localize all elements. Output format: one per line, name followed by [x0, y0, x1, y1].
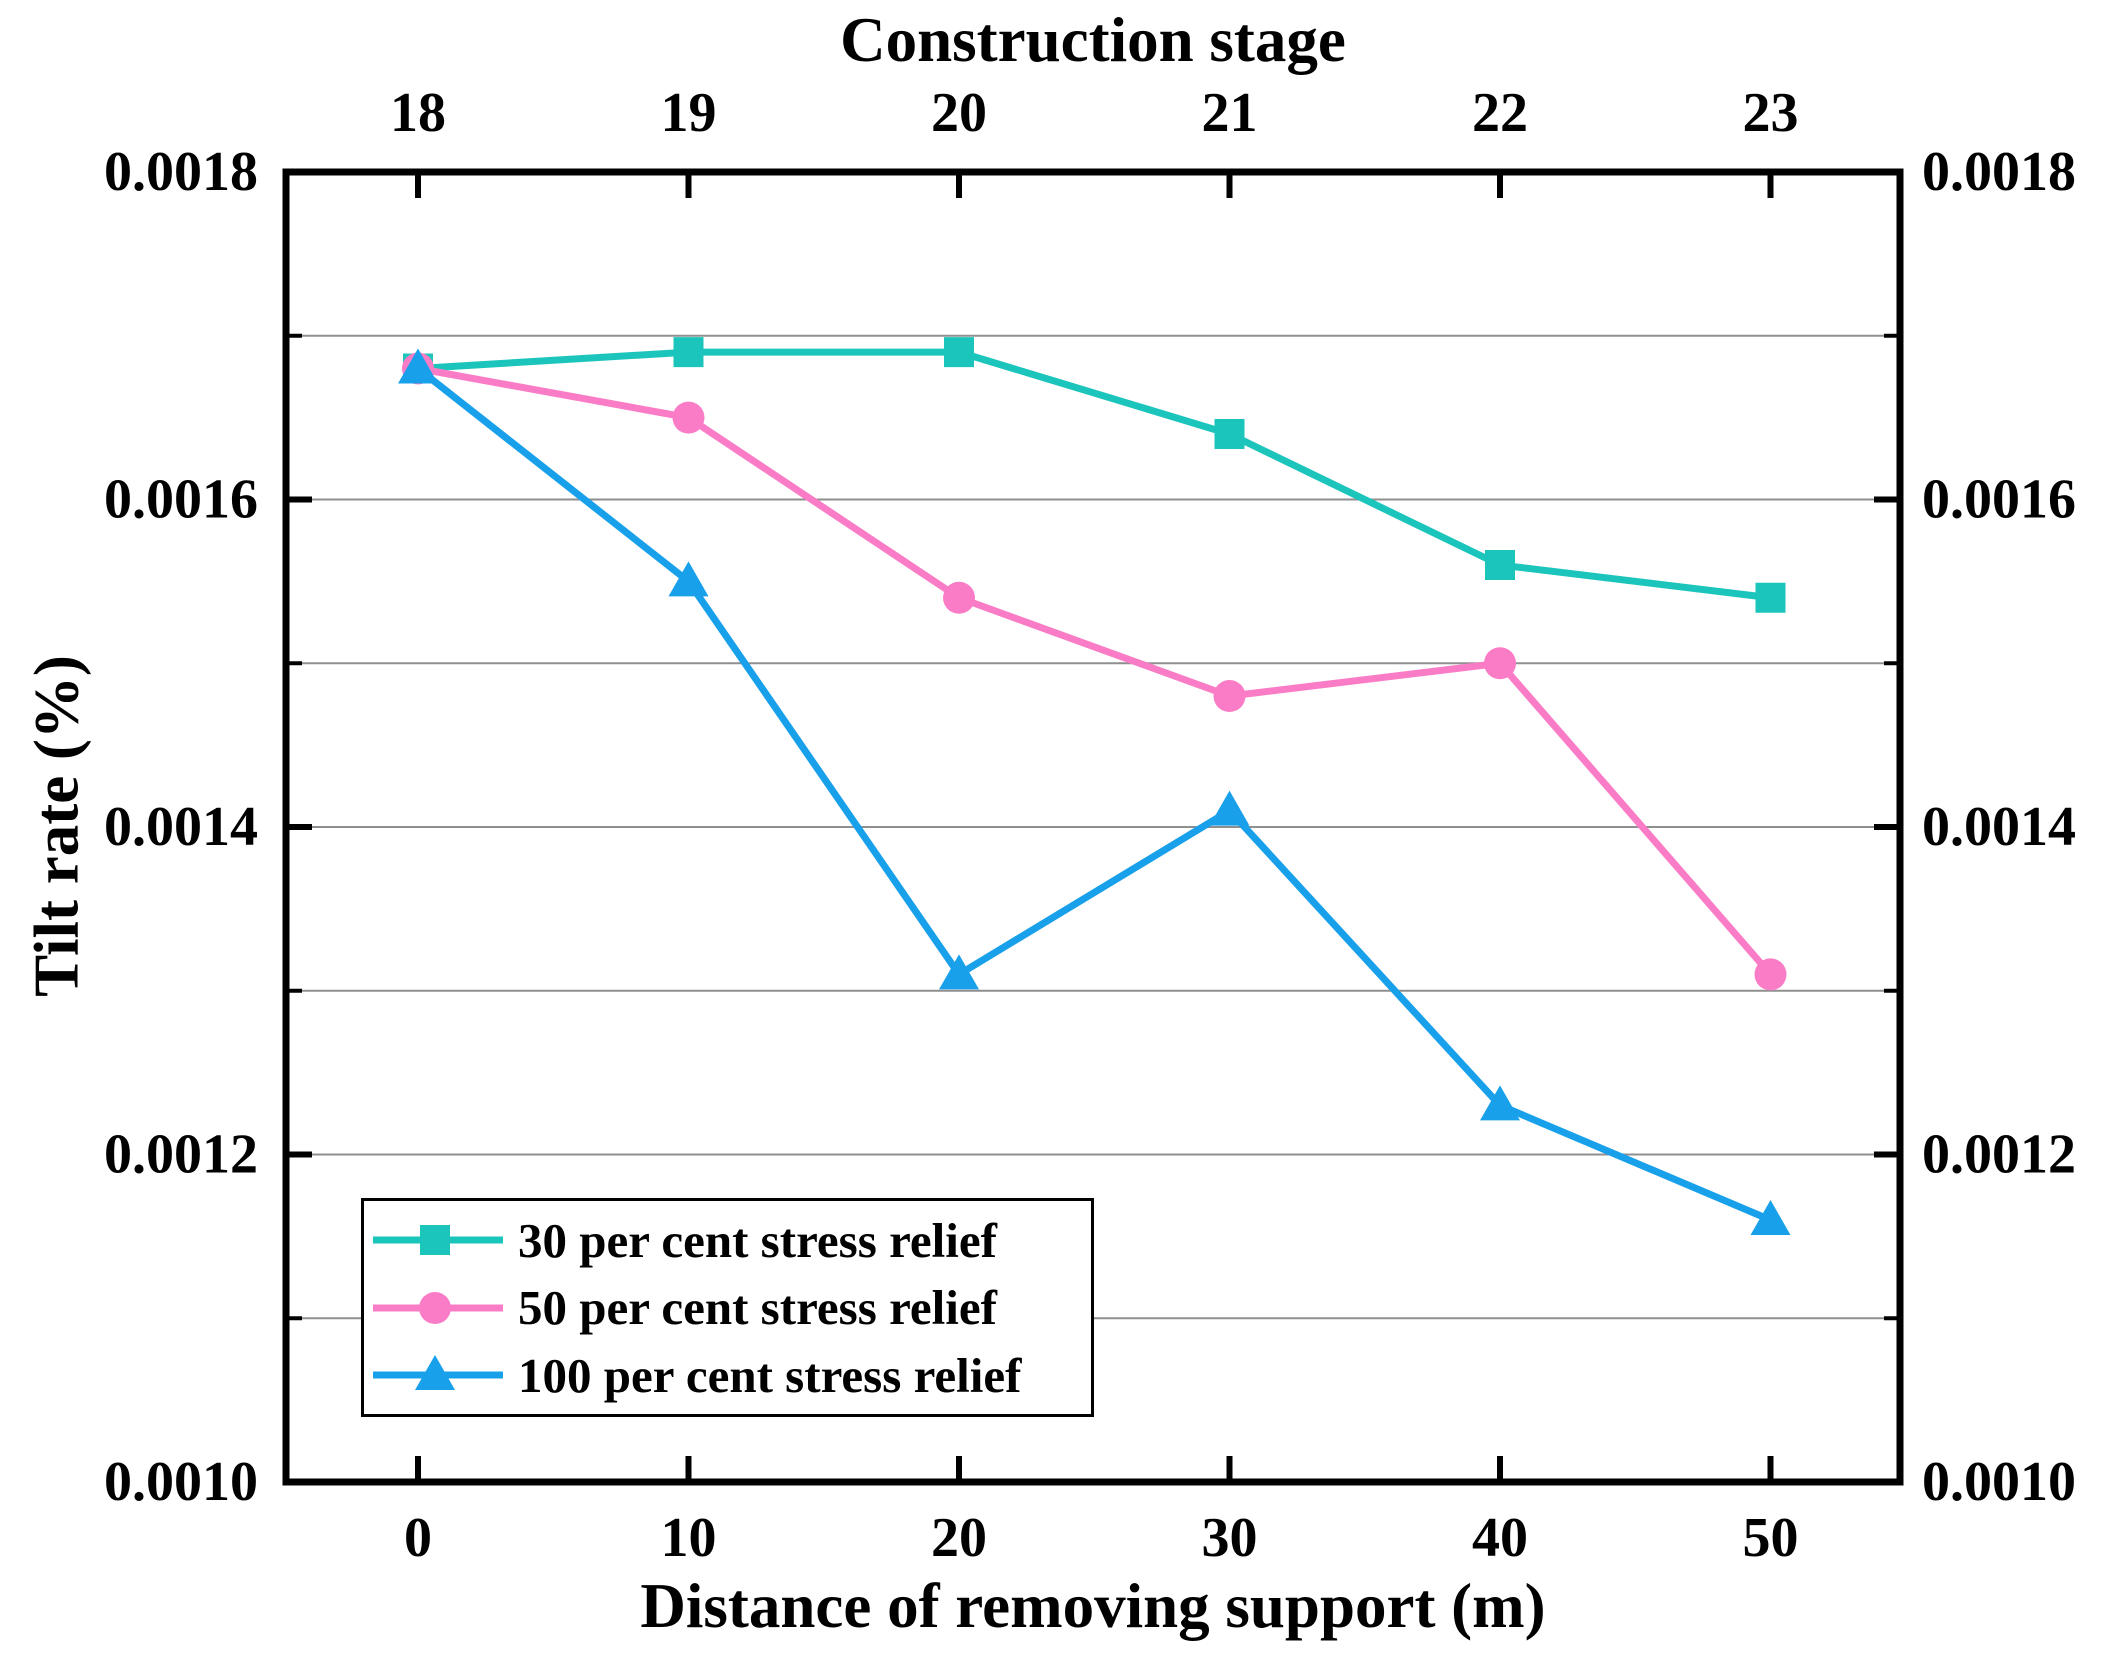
data-point-circle [672, 401, 705, 434]
legend-item-label: 50 per cent stress relief [518, 1280, 997, 1335]
legend-sample-marker [419, 1291, 451, 1324]
data-point-triangle [939, 954, 979, 990]
legend-item-50-per-cent: 50 per cent stress relief [370, 1279, 1091, 1336]
data-point-triangle [398, 348, 438, 384]
x-tick-label: 30 [1202, 1507, 1258, 1569]
data-point-square [1485, 550, 1515, 580]
legend-sample-marker [415, 1355, 455, 1390]
x-tick-label: 50 [1743, 1507, 1799, 1569]
y-tick-label-right: 0.0018 [1922, 141, 2076, 203]
x-tick-label: 20 [931, 1507, 987, 1569]
y-tick-label-right: 0.0016 [1922, 469, 2076, 531]
data-point-circle [1484, 647, 1516, 680]
legend-square-marker-icon [373, 1225, 503, 1255]
legend-item-30-per-cent: 30 per cent stress relief [370, 1212, 1091, 1269]
y-tick-label-right: 0.0012 [1922, 1124, 2076, 1186]
data-point-circle [1213, 680, 1246, 712]
data-point-square [673, 337, 704, 368]
data-point-triangle [1750, 1200, 1791, 1235]
data-point-triangle [1480, 1085, 1520, 1121]
top-axis-tick-label: 18 [390, 82, 446, 144]
data-point-square [1214, 419, 1245, 449]
y-tick-label-right: 0.0014 [1922, 796, 2076, 858]
x-tick-label: 0 [404, 1507, 432, 1569]
data-point-triangle [1209, 790, 1250, 826]
top-axis-title: Construction stage [840, 5, 1346, 75]
legend-sample-marker [420, 1225, 450, 1255]
y-tick-label-left: 0.0014 [104, 796, 258, 858]
y-tick-label-right: 0.0010 [1922, 1451, 2076, 1513]
series-line-triangle [414, 365, 1774, 1224]
legend-item-100-per-cent: 100 per cent stress relief [370, 1347, 1091, 1404]
data-point-circle [1754, 958, 1787, 991]
y-axis-title: Tilt rate (%) [21, 655, 92, 997]
y-tick-label-left: 0.0010 [104, 1451, 258, 1513]
top-axis-tick-label: 21 [1202, 82, 1258, 144]
series-line-square [414, 348, 1774, 602]
data-point-circle [943, 581, 975, 614]
data-point-square [944, 337, 974, 368]
x-axis-title: Distance of removing support (m) [640, 1571, 1546, 1641]
y-tick-label-left: 0.0016 [104, 469, 258, 531]
top-axis-tick-label: 23 [1743, 82, 1799, 144]
data-point-square [1755, 582, 1786, 613]
x-tick-label: 10 [661, 1507, 717, 1569]
top-axis-tick-label: 19 [661, 82, 717, 144]
legend-item-label: 100 per cent stress relief [518, 1347, 1022, 1403]
top-axis-tick-label: 22 [1472, 82, 1528, 144]
legend-triangle-marker-icon [373, 1355, 503, 1390]
data-point-triangle [668, 561, 709, 597]
y-tick-label-left: 0.0012 [104, 1124, 258, 1186]
x-tick-label: 40 [1472, 1507, 1528, 1569]
y-tick-label-left: 0.0018 [104, 141, 258, 203]
legend-item-label: 30 per cent stress relief [518, 1212, 997, 1268]
legend-circle-marker-icon [373, 1291, 503, 1324]
series-line-circle [414, 365, 1774, 978]
top-axis-tick-label: 20 [931, 82, 987, 144]
legend: 30 per cent stress relief 50 per cent st… [361, 1198, 1094, 1417]
